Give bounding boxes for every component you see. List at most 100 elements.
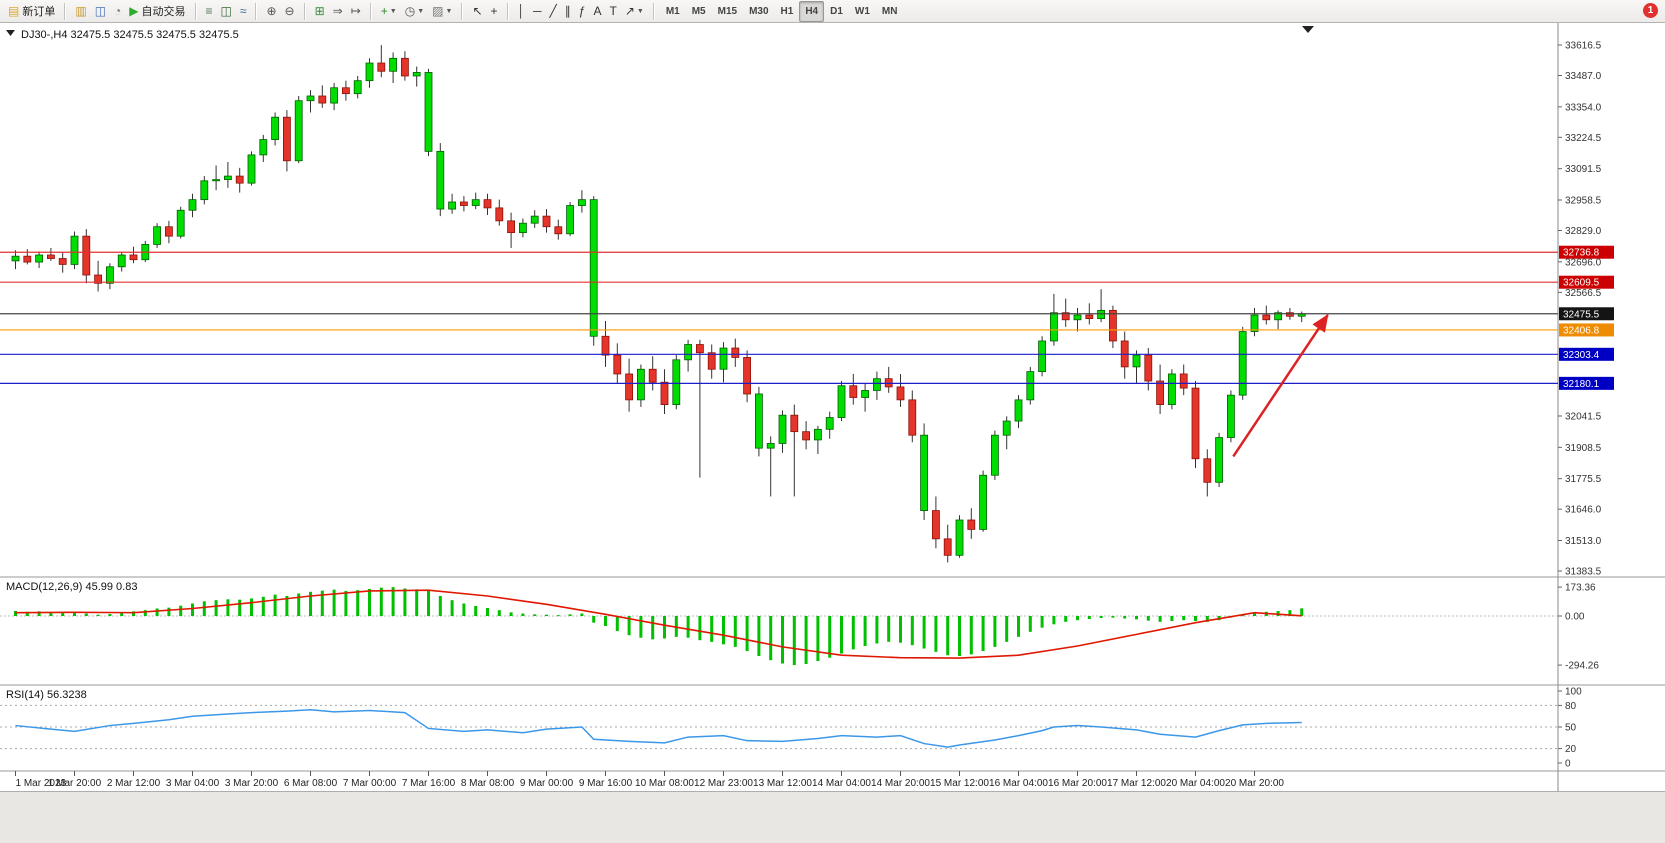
trendline-button[interactable]: ╱ [546,1,561,22]
macd-histogram-bar [450,600,454,616]
macd-histogram-bar [993,616,997,647]
bar-chart-button[interactable]: ≡ [202,1,217,22]
market-watch-button[interactable]: ▥ [71,1,90,22]
indicators-icon: + [380,4,388,18]
auto-scroll-button[interactable]: ⇒ [329,1,347,22]
macd-histogram-bar [745,616,749,652]
periods-button[interactable]: ◷ ▼ [401,1,428,22]
indicators-button[interactable]: + ▼ [377,1,401,22]
candle-body [672,359,681,405]
toolbar-separator [255,2,258,20]
candle-body [318,95,327,104]
vertical-line-button[interactable]: │ [514,1,530,22]
macd-histogram-bar [438,595,442,616]
candle-body [35,254,43,263]
macd-histogram-bar [1300,608,1304,616]
macd-histogram-bar [61,612,65,616]
macd-histogram-bar [261,596,265,616]
candle-body [578,199,586,206]
chart-shift-button[interactable]: ↦ [347,1,365,22]
fibonacci-button[interactable]: ƒ [575,1,590,22]
autotrading-button[interactable]: ▶ 自动交易 [125,1,189,22]
candle-body [1215,437,1223,483]
text-label-button[interactable]: T [605,1,620,22]
templates-dropdown-icon[interactable]: ▼ [445,7,453,15]
macd-histogram-bar [816,616,820,662]
candle-body [117,254,126,268]
candle-body [436,150,445,210]
candle-body [920,434,928,511]
price-axis[interactable] [1558,23,1665,771]
periods-icon: ◷ [404,4,416,18]
tf-h4-button[interactable]: H4 [799,0,825,22]
notification-badge[interactable]: 1 [1643,3,1658,18]
candle-body [601,335,610,356]
chart-shift-marker-icon[interactable] [1302,26,1314,33]
navigator-button[interactable]: ◫ [91,1,110,22]
price-axis-label: 32829.0 [1565,226,1602,237]
rsi-axis-label: 0 [1565,759,1571,770]
candlestick-chart-button[interactable]: ◫ [217,1,236,22]
price-axis-label: 31908.5 [1565,443,1602,454]
zoom-in-icon: ⊕ [266,4,277,18]
time-axis-label: 1 Mar 2023 [16,778,67,789]
candle-body [637,368,645,401]
toolbar-separator [194,2,197,20]
tf-h1-button[interactable]: H1 [780,5,794,17]
tile-windows-button[interactable]: ⊞ [311,1,329,22]
candle-body [306,95,315,102]
line-chart-button[interactable]: ≈ [236,1,251,22]
candle-body [47,254,55,259]
channel-button[interactable]: ∥ [561,1,575,22]
arrows-dropdown-icon[interactable]: ▼ [636,7,644,15]
templates-button[interactable]: ▨ ▼ [428,1,456,22]
price-tag-label: 32736.8 [1563,248,1600,259]
chart-menu-icon[interactable] [6,30,15,36]
price-axis-label: 31383.5 [1565,567,1602,578]
crosshair-button[interactable]: + [487,1,502,22]
price-axis-label: 32958.5 [1565,195,1602,206]
candle-body [1144,354,1153,382]
tf-mn-button[interactable]: MN [881,5,898,17]
tf-m30-button[interactable]: M30 [749,5,769,17]
candle-body [625,373,633,401]
tf-m5-button[interactable]: M5 [691,5,706,17]
price-tag-label: 32475.5 [1563,309,1600,320]
text-button[interactable]: A [589,1,605,22]
time-axis-label: 7 Mar 00:00 [343,778,397,789]
candle-body [424,72,433,152]
chart-symbol-title: DJ30-,H4 32475.5 32475.5 32475.5 32475.5 [21,29,239,41]
arrows-button[interactable]: ↗ ▼ [621,1,648,22]
terminal-button[interactable]: ◔ [110,1,125,22]
candle-body [908,399,917,436]
new-order-button[interactable]: ▤ 新订单 [4,1,59,22]
indicators-dropdown-icon[interactable]: ▼ [389,7,397,15]
time-axis-label: 10 Mar 08:00 [635,778,694,789]
macd-histogram-bar [781,616,784,664]
tf-d1-button[interactable]: D1 [830,5,843,17]
channel-icon: ∥ [564,4,571,18]
zoom-out-button[interactable]: ⊖ [281,1,299,22]
price-tag [1559,323,1614,337]
candle-body [1274,312,1282,321]
horizontal-line-button[interactable]: ─ [529,1,546,22]
macd-histogram-bar [710,616,714,642]
candle-body [991,434,999,476]
candle-body [11,255,20,262]
candle-body [519,222,527,234]
macd-histogram-bar [627,616,631,636]
trend-arrow[interactable] [1232,314,1329,458]
zoom-in-button[interactable]: ⊕ [262,1,280,22]
candle-body [861,390,869,398]
macd-histogram-bar [1182,616,1186,621]
tf-w1-button[interactable]: W1 [854,5,870,17]
periods-dropdown-icon[interactable]: ▼ [417,7,425,15]
arrows-icon: ↗ [624,4,635,18]
cursor-button[interactable]: ↖ [468,1,486,22]
tf-m15-button[interactable]: M15 [717,5,738,17]
time-axis[interactable] [0,771,1558,791]
candle-body [1227,394,1235,438]
tf-m1-button[interactable]: M1 [665,5,680,17]
macd-histogram-bar [1194,616,1197,622]
candle-body [849,385,858,398]
